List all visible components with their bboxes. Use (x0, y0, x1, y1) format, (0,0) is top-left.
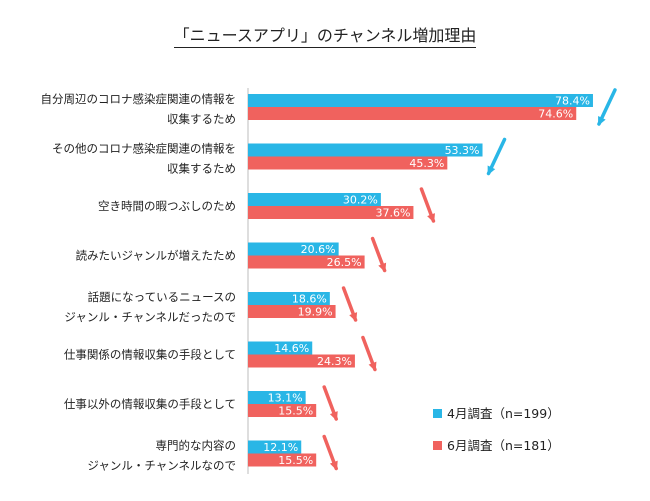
trend-arrow-head (329, 460, 338, 471)
category-label: 自分周辺のコロナ感染症関連の情報を (41, 92, 237, 106)
trend-arrow-head (487, 165, 496, 176)
data-label: 37.6% (375, 207, 410, 220)
data-label: 53.3% (445, 144, 480, 157)
bar-june (248, 107, 577, 120)
data-label: 18.6% (292, 293, 327, 306)
bar-june (248, 156, 448, 170)
bar-april (248, 193, 381, 206)
bar-june (248, 305, 336, 318)
bar-june (248, 354, 355, 368)
trend-arrow-head (598, 116, 606, 126)
trend-arrow-head (349, 312, 358, 322)
bar-june (248, 404, 317, 417)
category-label: 話題になっているニュースの (88, 290, 236, 304)
bar-april (248, 143, 483, 157)
data-label: 12.1% (263, 441, 298, 454)
data-label: 74.6% (538, 108, 573, 121)
chart-title-text: 「ニュースアプリ」のチャンネル増加理由 (173, 26, 477, 48)
category-label: ジャンル・チャンネルだったので (64, 310, 236, 324)
data-label: 78.4% (555, 95, 590, 108)
chart-title: 「ニュースアプリ」のチャンネル増加理由 (0, 22, 650, 48)
bar-april (248, 391, 306, 404)
category-label: その他のコロナ感染症関連の情報を (52, 142, 236, 156)
data-label: 13.1% (268, 392, 303, 405)
data-label: 15.5% (278, 454, 313, 467)
trend-arrow-head (368, 361, 377, 372)
data-label: 20.6% (301, 243, 336, 256)
bar-april (248, 94, 593, 107)
category-label: 収集するため (167, 162, 236, 176)
bar-june (248, 255, 365, 269)
category-label: 専門的な内容の (156, 439, 237, 453)
bar-april (248, 242, 339, 256)
bar-april (248, 292, 330, 305)
legend-label: 6月調査（n=181） (447, 438, 560, 453)
category-label: 収集するため (167, 112, 236, 126)
bar-june (248, 206, 414, 219)
data-label: 30.2% (343, 194, 378, 207)
bar-june (248, 453, 317, 467)
data-label: 14.6% (274, 342, 309, 355)
trend-arrow-head (329, 411, 338, 421)
data-label: 19.9% (298, 306, 333, 319)
category-label: 空き時間の暇つぶしのため (98, 199, 236, 213)
category-label: ジャンル・チャンネルなので (87, 459, 236, 473)
data-label: 24.3% (317, 355, 352, 368)
trend-arrow-head (378, 262, 387, 273)
data-label: 15.5% (278, 405, 313, 418)
legend-swatch (433, 441, 442, 450)
legend-label: 4月調査（n=199） (447, 406, 560, 421)
data-label: 45.3% (409, 157, 444, 170)
trend-arrow-head (427, 213, 435, 223)
data-label: 26.5% (327, 256, 362, 269)
bar-april (248, 341, 313, 355)
bar-april (248, 440, 302, 454)
category-label: 仕事以外の情報収集の手段として (64, 397, 236, 411)
category-label: 仕事関係の情報収集の手段として (64, 348, 236, 362)
legend-swatch (433, 409, 442, 418)
category-label: 読みたいジャンルが増えたため (76, 249, 236, 263)
